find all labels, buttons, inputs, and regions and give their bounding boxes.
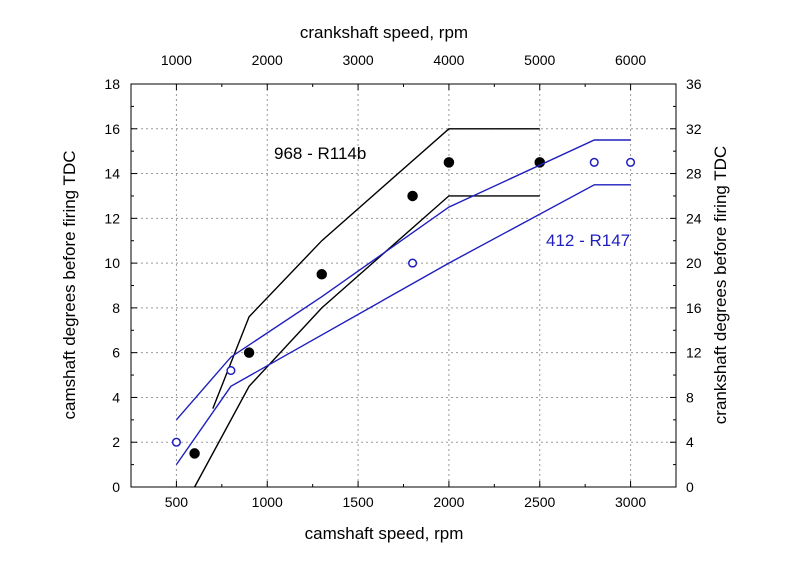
y-left-tick-label: 10: [104, 255, 120, 271]
y-right-tick-label: 28: [686, 166, 702, 182]
data-point-968-r114b: [443, 157, 455, 168]
y-right-tick-label: 4: [686, 434, 694, 450]
series-line-968-r114b-1: [193, 195, 540, 488]
data-point-412-r147: [589, 157, 599, 167]
x-bottom-tick-label: 1500: [343, 494, 374, 510]
y-left-tick-label: 12: [104, 210, 120, 226]
bottom-axis-title: camshaft speed, rpm: [305, 524, 464, 543]
annotation-968-r114b: 968 - R114b: [274, 144, 366, 163]
y-right-tick-label: 8: [686, 389, 694, 405]
x-bottom-tick-label: 2000: [433, 494, 464, 510]
data-point-968-r114b: [407, 190, 418, 202]
y-right-tick-label: 16: [686, 300, 702, 316]
y-left-tick-label: 6: [112, 345, 120, 361]
y-right-tick-label: 36: [686, 76, 702, 92]
top-axis-title: crankshaft speed, rpm: [300, 23, 468, 42]
plot-frame: [130, 83, 677, 488]
data-point-968-r114b: [243, 347, 255, 358]
x-bottom-tick-label: 3000: [615, 494, 646, 510]
y-right-tick-label: 20: [686, 255, 702, 271]
data-point-968-r114b: [316, 269, 327, 280]
right-axis-title: crankshaft degrees before firing TDC: [711, 146, 730, 424]
series-line-968-r114b-0: [212, 128, 540, 409]
x-bottom-tick-label: 2500: [524, 494, 555, 510]
y-right-tick-label: 32: [686, 121, 702, 137]
y-left-tick-label: 14: [104, 166, 120, 182]
y-left-tick-label: 18: [104, 76, 120, 92]
x-bottom-tick-label: 500: [165, 494, 189, 510]
y-left-tick-label: 8: [112, 300, 120, 316]
x-bottom-tick-label: 1000: [252, 494, 283, 510]
y-left-tick-label: 16: [104, 121, 120, 137]
annotation-412-r147: 412 - R147: [546, 231, 630, 250]
y-left-tick-label: 2: [112, 434, 120, 450]
x-top-tick-label: 3000: [343, 52, 374, 68]
x-top-tick-label: 5000: [524, 52, 555, 68]
x-top-tick-label: 2000: [252, 52, 283, 68]
ticks: [130, 83, 677, 488]
y-left-tick-label: 0: [112, 479, 120, 495]
x-top-tick-label: 1000: [161, 52, 192, 68]
y-right-tick-label: 0: [686, 479, 694, 495]
series-line-412-r147-4: [175, 184, 631, 465]
y-left-tick-label: 4: [112, 389, 120, 405]
y-right-tick-label: 24: [686, 210, 702, 226]
left-axis-title: camshaft degrees before firing TDC: [60, 151, 79, 420]
data-point-412-r147: [171, 437, 181, 447]
data-point-412-r147: [408, 258, 418, 268]
series-line-412-r147-3: [175, 139, 631, 421]
data-point-968-r114b: [189, 448, 200, 459]
data-point-412-r147: [626, 157, 636, 167]
series-layer: [171, 128, 636, 488]
y-right-tick-label: 12: [686, 345, 702, 361]
x-top-tick-label: 6000: [615, 52, 646, 68]
x-top-tick-label: 4000: [433, 52, 464, 68]
data-point-412-r147: [226, 366, 236, 376]
grid: [131, 84, 676, 487]
